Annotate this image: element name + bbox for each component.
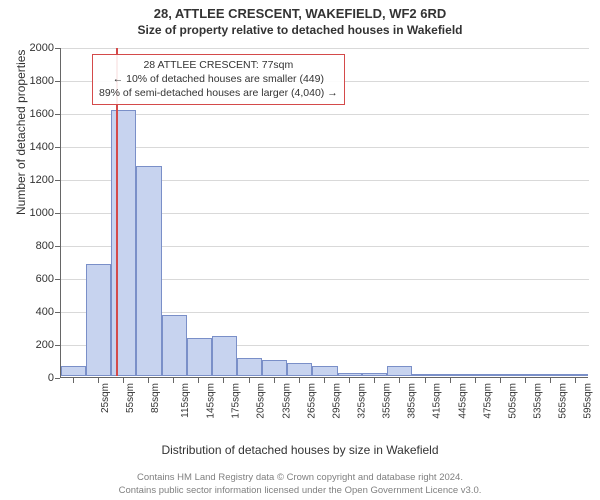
x-tick-label: 235sqm — [281, 383, 292, 419]
x-tick-label: 55sqm — [125, 383, 136, 413]
x-tick-label: 295sqm — [331, 383, 342, 419]
footer-line1: Contains HM Land Registry data © Crown c… — [0, 472, 600, 485]
histogram-bar — [563, 374, 588, 376]
x-tick-label: 325sqm — [357, 383, 368, 419]
x-tick-mark — [374, 378, 375, 383]
x-tick-label: 475sqm — [482, 383, 493, 419]
histogram-bar — [488, 374, 513, 376]
x-tick-mark — [575, 378, 576, 383]
grid-line — [61, 114, 589, 115]
histogram-bar — [212, 336, 237, 376]
x-tick-label: 505sqm — [507, 383, 518, 419]
y-tick-label: 1200 — [14, 174, 54, 186]
x-tick-label: 205sqm — [256, 383, 267, 419]
x-tick-label: 415sqm — [432, 383, 443, 419]
histogram-bar — [136, 166, 161, 376]
x-tick-mark — [475, 378, 476, 383]
y-tick-label: 1000 — [14, 207, 54, 219]
y-tick-label: 1600 — [14, 108, 54, 120]
histogram-bar — [287, 363, 312, 376]
x-axis-label: Distribution of detached houses by size … — [0, 443, 600, 457]
x-tick-label: 115sqm — [180, 383, 191, 418]
x-tick-mark — [500, 378, 501, 383]
x-tick-mark — [223, 378, 224, 383]
y-tick-label: 400 — [14, 306, 54, 318]
y-tick-label: 200 — [14, 339, 54, 351]
x-tick-mark — [249, 378, 250, 383]
histogram-bar — [362, 373, 387, 376]
x-tick-mark — [274, 378, 275, 383]
histogram-bar — [262, 360, 287, 377]
x-tick-mark — [123, 378, 124, 383]
histogram-bar — [412, 374, 437, 376]
x-tick-mark — [525, 378, 526, 383]
annotation-line3: 89% of semi-detached houses are larger (… — [99, 86, 338, 100]
x-tick-label: 265sqm — [306, 383, 317, 419]
x-tick-label: 355sqm — [382, 383, 393, 419]
x-tick-mark — [73, 378, 74, 383]
histogram-bar — [462, 374, 487, 376]
x-tick-label: 595sqm — [583, 383, 594, 419]
y-tick-label: 1800 — [14, 75, 54, 87]
x-tick-mark — [349, 378, 350, 383]
histogram-bar — [237, 358, 262, 376]
x-tick-mark — [450, 378, 451, 383]
histogram-bar — [61, 366, 86, 376]
footer-line2: Contains public sector information licen… — [0, 485, 600, 498]
x-tick-label: 85sqm — [150, 383, 161, 413]
histogram-bar — [312, 366, 337, 376]
y-tick-label: 0 — [14, 372, 54, 384]
histogram-bar — [162, 315, 187, 376]
x-tick-mark — [324, 378, 325, 383]
histogram-bar — [387, 366, 412, 376]
histogram-bar — [111, 110, 136, 376]
x-tick-mark — [399, 378, 400, 383]
histogram-bar — [538, 374, 563, 376]
histogram-bar — [513, 374, 538, 376]
histogram-bar — [187, 338, 212, 376]
plot-wrapper: 28 ATTLEE CRESCENT: 77sqm ← 10% of detac… — [60, 48, 588, 378]
x-tick-label: 565sqm — [558, 383, 569, 419]
x-tick-label: 145sqm — [206, 383, 217, 419]
annotation-line2: ← 10% of detached houses are smaller (44… — [99, 72, 338, 86]
annotation-line1: 28 ATTLEE CRESCENT: 77sqm — [99, 58, 338, 72]
x-tick-mark — [198, 378, 199, 383]
chart-container: 28, ATTLEE CRESCENT, WAKEFIELD, WF2 6RD … — [0, 0, 600, 500]
histogram-bar — [86, 264, 111, 376]
x-tick-mark — [425, 378, 426, 383]
grid-line — [61, 48, 589, 49]
histogram-bar — [338, 373, 362, 376]
x-tick-label: 535sqm — [533, 383, 544, 419]
x-tick-label: 445sqm — [457, 383, 468, 419]
x-tick-mark — [299, 378, 300, 383]
x-tick-mark — [98, 378, 99, 383]
x-tick-label: 25sqm — [100, 383, 111, 413]
grid-line — [61, 147, 589, 148]
x-tick-label: 175sqm — [231, 383, 242, 419]
footer-attribution: Contains HM Land Registry data © Crown c… — [0, 472, 600, 498]
annotation-box: 28 ATTLEE CRESCENT: 77sqm ← 10% of detac… — [92, 54, 345, 105]
y-tick-label: 800 — [14, 240, 54, 252]
x-tick-mark — [173, 378, 174, 383]
chart-title-address: 28, ATTLEE CRESCENT, WAKEFIELD, WF2 6RD — [0, 0, 600, 21]
x-tick-mark — [550, 378, 551, 383]
x-tick-label: 385sqm — [407, 383, 418, 419]
y-tick-label: 2000 — [14, 42, 54, 54]
chart-subtitle: Size of property relative to detached ho… — [0, 21, 600, 37]
y-tick-label: 1400 — [14, 141, 54, 153]
y-tick-label: 600 — [14, 273, 54, 285]
histogram-bar — [437, 374, 462, 376]
x-tick-mark — [148, 378, 149, 383]
